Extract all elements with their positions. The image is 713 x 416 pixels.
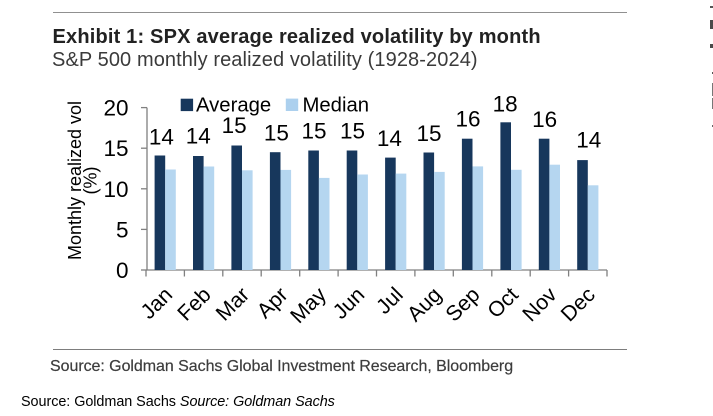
- svg-text:Jun: Jun: [328, 283, 369, 324]
- svg-text:10: 10: [103, 177, 128, 202]
- svg-text:May: May: [286, 282, 332, 328]
- svg-text:14: 14: [377, 126, 402, 151]
- svg-text:Aug: Aug: [402, 283, 446, 327]
- svg-text:0: 0: [116, 258, 129, 283]
- svg-text:15: 15: [222, 113, 247, 138]
- svg-text:15: 15: [301, 118, 326, 143]
- svg-text:Sep: Sep: [441, 283, 485, 327]
- svg-text:Dec: Dec: [556, 282, 600, 326]
- svg-text:Nov: Nov: [518, 282, 562, 326]
- svg-text:15: 15: [340, 118, 365, 143]
- svg-text:Median: Median: [303, 95, 370, 117]
- svg-text:Jul: Jul: [372, 283, 408, 319]
- svg-text:18: 18: [493, 91, 518, 116]
- svg-text:15: 15: [103, 136, 128, 161]
- svg-text:14: 14: [186, 124, 211, 149]
- svg-text:15: 15: [264, 120, 289, 145]
- svg-text:14: 14: [149, 125, 174, 150]
- svg-text:20: 20: [103, 96, 128, 121]
- svg-text:14: 14: [576, 128, 601, 153]
- svg-text:Feb: Feb: [173, 283, 216, 326]
- svg-text:Monthly realized vol: Monthly realized vol: [65, 101, 85, 260]
- svg-text:Oct: Oct: [483, 283, 523, 323]
- svg-text:16: 16: [455, 107, 480, 132]
- svg-text:Apr: Apr: [252, 283, 292, 323]
- svg-text:(%): (%): [81, 167, 101, 195]
- svg-text:Average: Average: [196, 95, 271, 117]
- svg-text:Mar: Mar: [211, 283, 254, 326]
- svg-text:5: 5: [116, 217, 129, 242]
- svg-text:16: 16: [532, 107, 557, 132]
- svg-text:Jan: Jan: [136, 283, 177, 324]
- svg-text:15: 15: [416, 121, 441, 146]
